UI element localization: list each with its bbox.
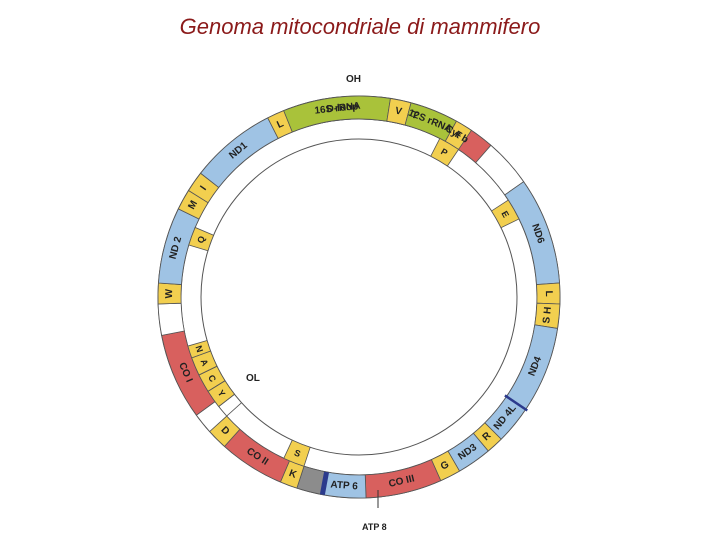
outer-label-v: V bbox=[394, 106, 403, 118]
inner-ring-line bbox=[200, 138, 518, 456]
outer-label-w: W bbox=[164, 288, 175, 298]
inner-segment-c-5 bbox=[198, 365, 226, 392]
nd4-nd4l-divider bbox=[504, 394, 528, 412]
atp8-marker: ATP 8 bbox=[362, 522, 387, 532]
outer-label-i: I bbox=[198, 184, 209, 193]
outer-segment-blank-20 bbox=[157, 302, 185, 336]
inner-segment-e-1 bbox=[490, 199, 520, 229]
inner-segment-n-4 bbox=[187, 340, 212, 359]
outer-label-l: L bbox=[543, 291, 554, 297]
inner-segment-s-7 bbox=[283, 439, 311, 467]
inner-label-e: E bbox=[499, 209, 511, 219]
outer-label-s-h: S H bbox=[541, 306, 554, 324]
inner-label-p: P bbox=[439, 146, 449, 158]
outer-ring bbox=[157, 95, 561, 499]
ol-marker: OL bbox=[246, 373, 260, 384]
page-title: Genoma mitocondriale di mammifero bbox=[179, 14, 541, 39]
inner-segment-q-2 bbox=[188, 226, 215, 252]
outer-label-t: T bbox=[410, 110, 419, 122]
outer-label-atp-6: ATP 6 bbox=[330, 479, 359, 492]
origin-markers: OH OL ATP 8 bbox=[246, 74, 387, 532]
inner-tick-1 bbox=[218, 393, 235, 407]
atp6-atp8-divider bbox=[319, 471, 330, 496]
inner-label-y: Y bbox=[216, 388, 228, 399]
inner-tick-2 bbox=[207, 380, 226, 392]
inner-label-n: N bbox=[193, 344, 205, 353]
outer-label-k: K bbox=[287, 468, 298, 481]
outer-label-d-loop: D-loop bbox=[326, 101, 358, 115]
outer-label-f: F bbox=[453, 129, 464, 142]
outer-label-l: L bbox=[275, 118, 285, 131]
inner-tick-3 bbox=[198, 365, 218, 376]
inner-label-s: S bbox=[293, 448, 302, 460]
inner-label-a: A bbox=[198, 358, 210, 368]
inner-ring bbox=[187, 137, 520, 467]
outer-label-16s-rrna: 16S rRNA bbox=[314, 101, 361, 117]
inner-label-q: Q bbox=[195, 235, 207, 245]
inner-tick-0 bbox=[226, 402, 242, 417]
inner-label-c: C bbox=[206, 373, 218, 384]
inner-segment-p-0 bbox=[430, 137, 460, 167]
oh-marker: OH bbox=[346, 74, 361, 85]
